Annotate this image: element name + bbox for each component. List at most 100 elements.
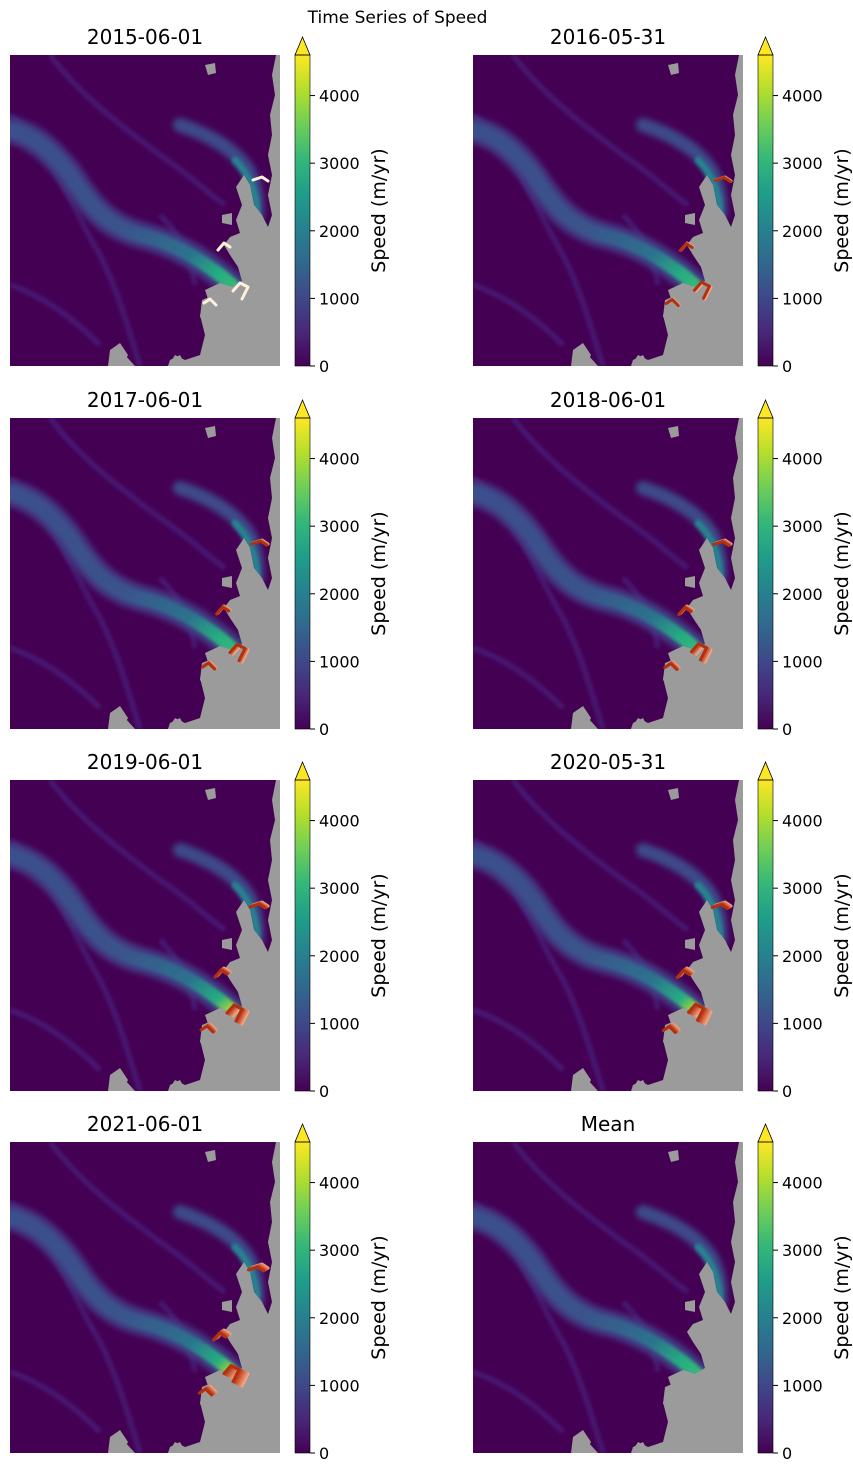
island-land (205, 63, 216, 75)
speed-map-panel: 0 1000 2000 3000 4000 Speed (m/yr) (10, 760, 390, 1101)
land-mask (110, 55, 280, 366)
island-land (222, 938, 232, 950)
main-glacier-core (10, 848, 249, 1027)
tributary-flow (510, 418, 690, 571)
tributary-flow (510, 1142, 690, 1295)
colorbar-tick-label: 3000 (319, 154, 360, 173)
colorbar-tick-label: 2000 (782, 585, 823, 604)
terminus-line (710, 903, 729, 910)
terminus-line (675, 969, 691, 979)
island-land (571, 1068, 591, 1091)
colorbar-tick-label: 2000 (319, 585, 360, 604)
terminus-line (251, 175, 270, 183)
terminus-line (250, 539, 268, 547)
colorbar-tick-label: 3000 (319, 879, 360, 898)
colorbar-tick-label: 4000 (782, 1174, 823, 1193)
terminus-line (231, 281, 250, 301)
main-glacier-core (473, 848, 712, 1027)
colorbar-tick-label: 0 (319, 357, 329, 376)
panel-3: 2017-06-01 0 1000 2000 3000 4000 Speed (m/yr) (0, 388, 390, 739)
panel-title: 2021-06-01 (86, 1112, 204, 1136)
colorbar (295, 55, 310, 366)
colorbar-tick-label: 1000 (782, 289, 823, 308)
tributary-flow (47, 1142, 227, 1295)
speed-map-panel: 0 1000 2000 3000 4000 Speed (m/yr) (10, 1122, 390, 1463)
island-land (108, 706, 128, 729)
colorbar-tick-label: 1000 (782, 652, 823, 671)
island-land (631, 1442, 649, 1453)
terminus-line (678, 242, 694, 252)
panel-title: 2015-06-01 (86, 25, 204, 49)
speed-map-panel: 0 1000 2000 3000 4000 Speed (m/yr) (10, 35, 390, 376)
colorbar-label: Speed (m/yr) (831, 1235, 853, 1359)
tributary-flow (10, 1369, 103, 1435)
island-land (685, 213, 695, 225)
main-glacier-core (10, 1210, 249, 1389)
colorbar-tick-label: 0 (782, 1082, 792, 1101)
colorbar-extend-arrow (757, 1122, 774, 1143)
colorbar-tick-label: 0 (319, 1444, 329, 1463)
island-land (571, 706, 591, 729)
island-land (631, 1080, 649, 1091)
tributary-flow (473, 1369, 566, 1435)
tributary-flow (10, 1007, 103, 1073)
colorbar-extend-arrow (294, 760, 311, 781)
island-land (631, 355, 649, 366)
colorbar-tick-label: 4000 (319, 812, 360, 831)
colorbar (295, 780, 310, 1091)
colorbar-tick-label: 4000 (319, 87, 360, 106)
terminus-line (677, 606, 693, 616)
speed-map-panel: 0 1000 2000 3000 4000 Speed (m/yr) (473, 35, 853, 376)
island-land (168, 718, 186, 729)
colorbar-extend-arrow (757, 398, 774, 419)
colorbar-extend-arrow (757, 760, 774, 781)
terminus-line (212, 1331, 227, 1342)
colorbar (758, 1142, 773, 1453)
colorbar-extend-arrow (294, 35, 311, 56)
colorbar-extend-arrow (294, 1122, 311, 1143)
island-land (685, 1300, 695, 1312)
island-land (222, 576, 232, 588)
colorbar-tick-label: 4000 (782, 812, 823, 831)
terminus-line (228, 643, 247, 662)
island-land (222, 213, 232, 225)
terminus-line (713, 176, 732, 183)
tributary-flow (10, 282, 103, 348)
main-glacier-core (473, 486, 712, 665)
terminus-line (693, 280, 711, 300)
colorbar-tick-label: 2000 (782, 222, 823, 241)
colorbar-label: Speed (m/yr) (831, 148, 853, 272)
colorbar-tick-label: 2000 (319, 947, 360, 966)
colorbar-tick-label: 3000 (782, 1241, 823, 1260)
panel-title: 2017-06-01 (86, 388, 204, 412)
colorbar-label: Speed (m/yr) (368, 1235, 390, 1359)
tributary-flow (10, 645, 103, 711)
terminus-line (201, 661, 216, 671)
main-glacier-core (10, 123, 249, 302)
colorbar-tick-label: 1000 (319, 652, 360, 671)
tributary-flow (510, 780, 690, 933)
terminus-line (687, 1002, 705, 1022)
panel-title: 2016-05-31 (549, 25, 667, 49)
colorbar-label: Speed (m/yr) (368, 873, 390, 997)
panel-4: 2018-06-01 0 1000 2000 3000 4000 Speed (m/yr) (463, 388, 853, 739)
colorbar-label: Speed (m/yr) (368, 148, 390, 272)
main-glacier-core (473, 1210, 712, 1389)
colorbar-tick-label: 1000 (319, 1014, 360, 1033)
tributary-flow (47, 780, 227, 933)
tributary-flow (47, 418, 227, 571)
land-mask (573, 418, 743, 729)
speed-map-panel: 0 1000 2000 3000 4000 Speed (m/yr) (473, 398, 853, 739)
colorbar (758, 55, 773, 366)
terminus-line (661, 1025, 677, 1034)
terminus-line (663, 662, 679, 671)
tributary-flow (473, 282, 566, 348)
colorbar-tick-label: 3000 (782, 154, 823, 173)
panel-1: 2015-06-01 0 1000 2000 3000 4000 Speed (m/yr) (0, 25, 390, 376)
colorbar-tick-label: 0 (782, 1444, 792, 1463)
terminus-line (247, 1265, 265, 1273)
island-land (205, 1150, 216, 1162)
panel-5: 2019-06-01 0 1000 2000 3000 4000 Speed (m/yr) (0, 750, 390, 1101)
colorbar-extend-arrow (294, 398, 311, 419)
